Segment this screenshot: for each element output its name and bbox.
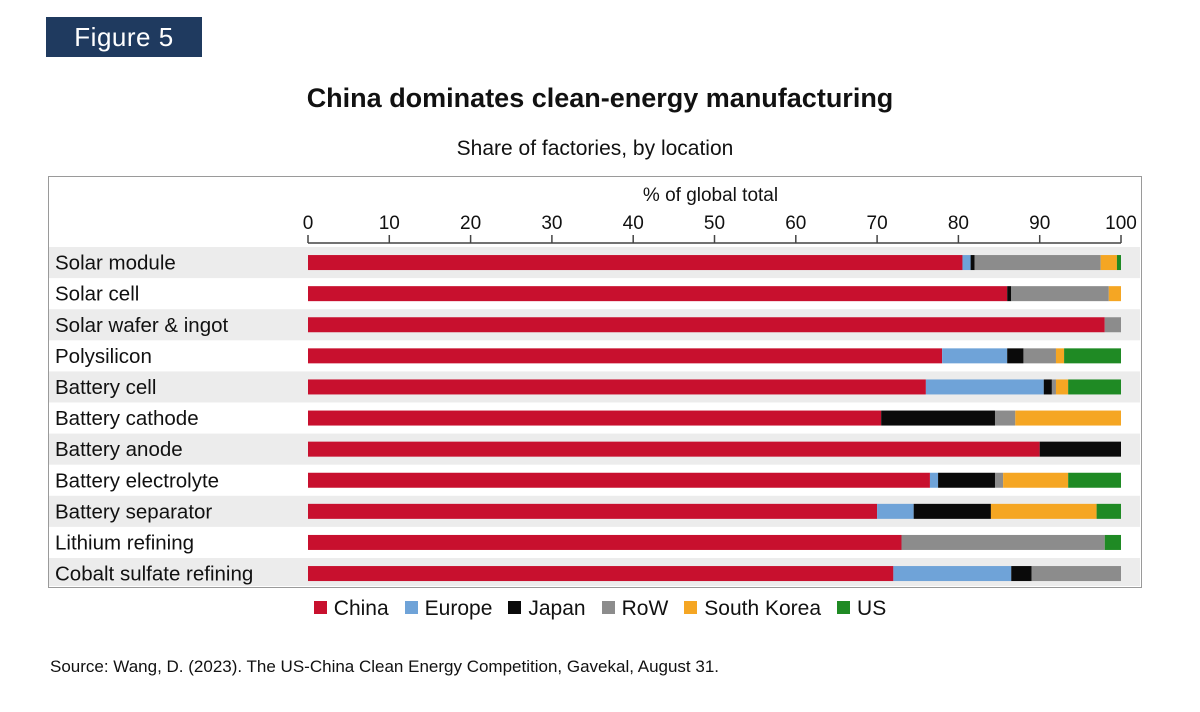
bar-segment-china	[308, 503, 878, 519]
bar-segment-china	[308, 534, 902, 550]
bar-segment-row	[1031, 566, 1121, 582]
bar-segment-europe	[877, 503, 914, 519]
bar-segment-china	[308, 379, 926, 395]
legend-swatch	[508, 601, 522, 615]
bar-segment-us	[1104, 534, 1121, 550]
bar-segment-china	[308, 410, 882, 426]
legend-item: Japan	[508, 597, 586, 621]
legend-item: RoW	[601, 597, 669, 621]
x-tick-label: 10	[379, 213, 400, 234]
bar-segment-south-korea	[1003, 472, 1069, 488]
bar-segment-row	[974, 255, 1101, 271]
legend-swatch	[404, 601, 418, 615]
category-label: Solar wafer & ingot	[55, 314, 229, 337]
legend-label: Europe	[424, 597, 493, 621]
bar-segment-us	[1068, 379, 1121, 395]
chart-legend: China Europe Japan RoW South Korea US	[0, 597, 1200, 621]
bar-segment-japan	[1039, 441, 1121, 457]
bar-segment-china	[308, 286, 1008, 302]
bar-segment-us	[1116, 255, 1121, 271]
bar-segment-row	[994, 472, 1004, 488]
category-label: Polysilicon	[55, 345, 152, 368]
bar-segment-us	[1096, 503, 1121, 519]
legend-label: South Korea	[704, 597, 822, 621]
bar-segment-south-korea	[1015, 410, 1121, 426]
bar-segment-row	[994, 410, 1016, 426]
chart-frame: % of global total 0 10 20 30 40 50 60 70 80 90 100 S…	[48, 176, 1142, 588]
x-tick-label: 50	[704, 213, 725, 234]
x-tick-label: 60	[785, 213, 806, 234]
bar-segment-south-korea	[1055, 348, 1065, 364]
bar-segment-europe	[893, 566, 1012, 582]
bar-segment-japan	[913, 503, 991, 519]
legend-label: Japan	[528, 597, 586, 621]
bar-segment-china	[308, 566, 894, 582]
bar-segment-row	[901, 534, 1105, 550]
bar-segment-south-korea	[990, 503, 1097, 519]
bar-segment-china	[308, 255, 963, 271]
x-tick-label: 100	[1105, 213, 1137, 234]
stacked-bar-chart: % of global total 0 10 20 30 40 50 60 70 80 90 100 S…	[49, 185, 1140, 586]
bar-segment-europe	[962, 255, 971, 271]
bar-segment-row	[1051, 379, 1056, 395]
bar-segment-row	[1104, 317, 1121, 333]
bar-segment-europe	[929, 472, 939, 488]
bar-segment-japan	[1043, 379, 1052, 395]
bar-segment-china	[308, 317, 1105, 333]
x-tick-label: 70	[867, 213, 888, 234]
category-label: Battery electrolyte	[55, 469, 219, 492]
x-axis-label: % of global total	[643, 185, 778, 206]
legend-swatch	[601, 601, 615, 615]
legend-label: RoW	[621, 597, 669, 621]
chart-subtitle: Share of factories, by location	[456, 137, 734, 160]
category-label: Solar module	[55, 252, 176, 275]
x-tick-label: 40	[623, 213, 644, 234]
bar-segment-south-korea	[1108, 286, 1121, 302]
legend-item: US	[837, 597, 886, 621]
bar-segment-row	[1011, 286, 1109, 302]
bar-segment-japan	[1007, 348, 1024, 364]
x-tick-label: 30	[541, 213, 562, 234]
bar-segment-europe	[925, 379, 1044, 395]
legend-item: Europe	[404, 597, 493, 621]
legend-swatch	[837, 601, 851, 615]
bar-segment-south-korea	[1055, 379, 1069, 395]
legend-item: China	[313, 597, 389, 621]
legend-swatch	[684, 601, 698, 615]
bar-segment-row	[1023, 348, 1056, 364]
legend-label: China	[333, 597, 389, 621]
bar-segment-china	[308, 472, 930, 488]
x-tick-label: 20	[460, 213, 481, 234]
x-tick-label: 90	[1029, 213, 1050, 234]
bar-segment-us	[1064, 348, 1121, 364]
bar-segment-south-korea	[1100, 255, 1117, 271]
category-label: Cobalt sulfate refining	[55, 563, 253, 586]
category-label: Solar cell	[55, 283, 139, 306]
category-label: Battery cell	[55, 376, 156, 399]
bar-segment-japan	[881, 410, 995, 426]
bar-segment-europe	[942, 348, 1008, 364]
legend-swatch	[313, 601, 327, 615]
bar-segment-china	[308, 441, 1040, 457]
bar-segment-japan	[1007, 286, 1012, 302]
legend-item: South Korea	[684, 597, 821, 621]
bar-segment-japan	[938, 472, 995, 488]
figure-badge: Figure 5	[46, 17, 202, 57]
legend-label: US	[857, 597, 887, 621]
bar-segment-japan	[1011, 566, 1032, 582]
category-label: Battery separator	[55, 500, 212, 523]
source-note: Source: Wang, D. (2023). The US-China Cl…	[50, 657, 720, 676]
x-tick-label: 0	[303, 213, 314, 234]
category-label: Battery cathode	[55, 407, 199, 430]
x-tick-label: 80	[948, 213, 969, 234]
category-label: Battery anode	[55, 438, 183, 461]
bar-segment-us	[1068, 472, 1121, 488]
bar-segment-china	[308, 348, 943, 364]
bar-segment-japan	[970, 255, 975, 271]
category-label: Lithium refining	[55, 531, 194, 554]
chart-title: China dominates clean-energy manufacturi…	[306, 83, 894, 113]
